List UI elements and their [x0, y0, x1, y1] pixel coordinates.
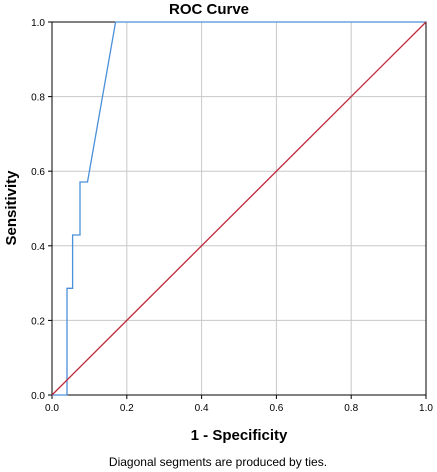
x-tick-label: 0.6	[269, 403, 283, 414]
y-tick-label: 0.4	[31, 242, 45, 253]
y-tick-label: 1.0	[31, 18, 45, 29]
y-axis-label: Sensitivity	[3, 170, 20, 246]
x-axis-label: 1 - Specificity	[191, 427, 288, 444]
x-tick-label: 1.0	[419, 403, 433, 414]
reference-diagonal-line	[51, 21, 427, 396]
y-tick-label: 0.6	[31, 167, 45, 178]
footnote: Diagonal segments are produced by ties.	[109, 455, 327, 469]
y-tick-label: 0.0	[31, 391, 45, 402]
x-tick-label: 0.2	[120, 403, 134, 414]
x-tick-label: 0.0	[45, 403, 59, 414]
roc-curve-line	[52, 21, 426, 396]
y-tick-label: 0.8	[31, 93, 45, 104]
ticks: 0.0 0.2 0.4 0.6 0.8 1.0 0.0 0.2 0.4 0.6 0.8 1.0	[31, 18, 433, 414]
series	[51, 21, 427, 396]
x-tick-label: 0.8	[344, 403, 358, 414]
y-tick-label: 0.2	[31, 316, 45, 327]
chart-title: ROC Curve	[169, 1, 249, 18]
x-tick-label: 0.4	[195, 403, 209, 414]
